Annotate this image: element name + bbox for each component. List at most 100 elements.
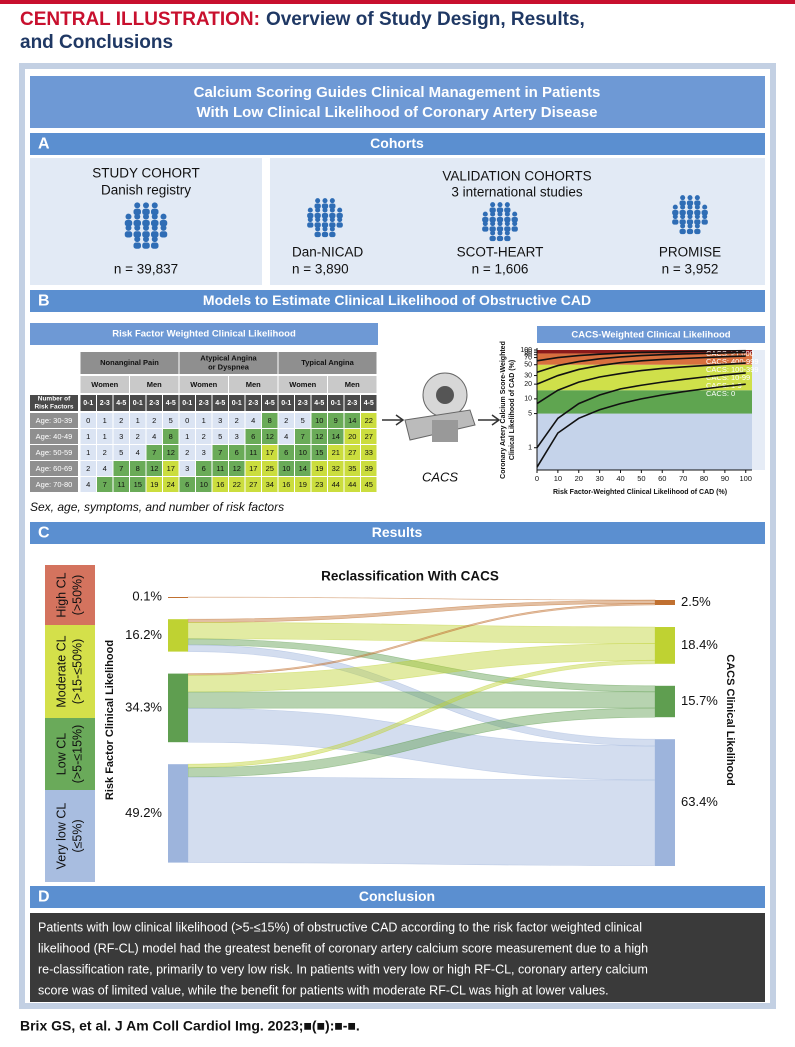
person-body (672, 219, 679, 225)
left-node (168, 673, 188, 743)
table-cell (179, 461, 195, 476)
y-tick-label: 5 (528, 410, 532, 417)
person-head (694, 195, 700, 201)
cell-value: 10 (200, 480, 208, 489)
table-cell (130, 429, 146, 444)
scanner: CACS (382, 372, 501, 484)
table-cell (97, 445, 113, 460)
person-body (329, 203, 336, 209)
table-cell (97, 429, 113, 444)
table-cell (311, 477, 327, 492)
table-cell (146, 477, 162, 492)
band (537, 413, 752, 470)
cell-value: 27 (249, 480, 257, 489)
table-cell (278, 413, 294, 428)
y-tick-label: 80 (524, 352, 532, 359)
table-cell (245, 461, 261, 476)
person-head (151, 202, 158, 209)
rf-header (113, 395, 129, 411)
row-header (30, 429, 78, 444)
table-title: Risk Factor Weighted Clinical Likelihood (112, 329, 296, 340)
cell-value: 6 (251, 432, 255, 441)
corner-label: Risk Factors (34, 404, 73, 411)
person-body (672, 209, 679, 216)
table-cell (196, 461, 212, 476)
person-body (482, 226, 489, 232)
table-cell (130, 477, 146, 492)
corner-label: Number of (38, 396, 71, 403)
cell-value: 14 (332, 432, 340, 441)
table-cell (262, 445, 278, 460)
person-head (482, 221, 488, 227)
person-head (143, 236, 149, 243)
curve-label: CACS: 1-9 (706, 381, 742, 390)
cell-value: 39 (365, 464, 373, 473)
table-cell (278, 429, 294, 444)
cell-value: 44 (348, 480, 356, 489)
sex-header (229, 376, 278, 393)
person-head (490, 221, 496, 227)
person-body (679, 228, 686, 235)
table-cell (311, 429, 327, 444)
person-head (512, 211, 518, 217)
corner-header (30, 395, 78, 411)
person-body (151, 242, 159, 249)
cell-value: 12 (150, 464, 158, 473)
rf-label: 0-1 (232, 400, 242, 407)
rf-label: 4-5 (265, 400, 275, 407)
table-cell (212, 413, 228, 428)
table-cell (311, 445, 327, 460)
arrow (382, 414, 405, 426)
rf-label: 4-5 (364, 400, 374, 407)
person-head (322, 217, 328, 223)
symptom-label: Typical Angina (301, 358, 354, 367)
cell-value: 12 (266, 432, 274, 441)
cacs-curve (536, 355, 746, 385)
rf-header (229, 395, 245, 411)
conclusion-line: Patients with low clinical likelihood (>… (38, 920, 642, 934)
x-tick-label: 90 (721, 474, 729, 483)
left-axis-label: Risk Factor Clinical Likelihood (104, 640, 116, 800)
table-cell (212, 429, 228, 444)
person-head (307, 217, 313, 223)
table-cell (361, 461, 377, 476)
table-cell (196, 429, 212, 444)
rf-label: 4-5 (116, 400, 126, 407)
person-head (672, 204, 678, 210)
category-label: (≤5%) (70, 819, 84, 852)
person-body (133, 242, 141, 249)
person-body (314, 212, 321, 219)
table-cell (146, 445, 162, 460)
x-tick-label: 30 (595, 474, 603, 483)
person-head (497, 211, 503, 217)
row-header (30, 477, 78, 492)
cell-value: 12 (233, 464, 241, 473)
table-cell (344, 461, 360, 476)
left-value-label: 16.2% (125, 627, 162, 642)
cell-value: 44 (332, 480, 340, 489)
right-node (655, 627, 675, 664)
category-box (45, 565, 95, 625)
y-tick-label: 100 (520, 347, 532, 354)
person-head (680, 195, 686, 201)
person-head (702, 214, 708, 220)
section-bar (30, 886, 765, 908)
curve-label: CACS: 100-399 (706, 365, 759, 374)
table-cell (130, 445, 146, 460)
rf-label: 2-3 (347, 400, 357, 407)
rf-label: 2-3 (298, 400, 308, 407)
person-body (679, 200, 686, 206)
cell-value: 4 (86, 480, 90, 489)
person-head (490, 211, 496, 217)
person-body (336, 212, 343, 219)
flow (187, 596, 656, 601)
study-n: n = 3,890 (292, 262, 349, 277)
x-tick-label: 50 (637, 474, 645, 483)
band (537, 353, 752, 365)
rf-label: 4-5 (166, 400, 176, 407)
cell-value: 34 (266, 480, 274, 489)
person-head (504, 230, 510, 236)
left-value-label: 0.1% (132, 589, 162, 604)
cell-value: 6 (185, 480, 189, 489)
cell-value: 1 (103, 416, 107, 425)
